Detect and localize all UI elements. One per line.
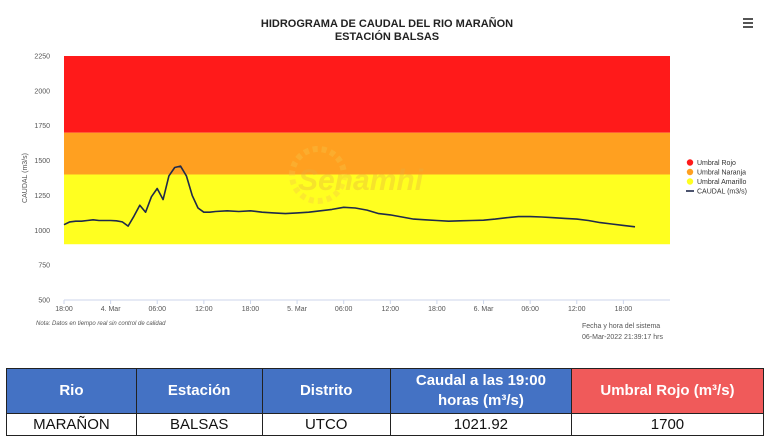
senamhi-watermark: Senamhi — [289, 146, 424, 204]
header-estacion: Estación — [135, 368, 263, 414]
x-tick-label: 06:00 — [148, 306, 166, 313]
header-umbral-rojo: Umbral Rojo (m³/s) — [570, 368, 765, 414]
x-tick-label: 6. Mar — [474, 306, 495, 313]
header-caudal: Caudal a las 19:00 horas (m³/s) — [389, 368, 572, 414]
x-tick-label: 12:00 — [195, 306, 213, 313]
legend-item[interactable]: Umbral Naranja — [686, 168, 746, 177]
band-umbral-rojo — [64, 56, 670, 133]
table-header-row: Rio Estación Distrito Caudal a las 19:00… — [6, 368, 765, 414]
y-tick-label: 1750 — [34, 123, 50, 130]
quality-note: Nota: Datos en tiempo real sin control d… — [36, 321, 166, 327]
table-row: MARAÑON BALSAS UTCO 1021.92 1700 — [6, 413, 765, 436]
hamburger-menu-icon[interactable] — [740, 16, 756, 32]
y-tick-label: 1000 — [34, 228, 50, 235]
x-tick-label: 12:00 — [382, 306, 400, 313]
y-tick-label: 500 — [38, 298, 50, 305]
x-tick-label: 18:00 — [55, 306, 73, 313]
legend-marker — [686, 168, 694, 176]
x-tick-label: 4. Mar — [101, 306, 122, 313]
legend-label: Umbral Rojo — [697, 160, 736, 167]
x-tick-label: 18:00 — [615, 306, 633, 313]
cell-umbral-rojo: 1700 — [570, 413, 765, 436]
legend-label: Umbral Amarillo — [697, 179, 747, 186]
x-tick-label: 5. Mar — [287, 306, 308, 313]
cell-distrito: UTCO — [261, 413, 391, 436]
x-tick-label: 06:00 — [521, 306, 539, 313]
legend-marker — [686, 178, 694, 185]
station-info-table: Rio Estación Distrito Caudal a las 19:00… — [6, 368, 765, 436]
y-tick-label: 1500 — [34, 158, 50, 165]
timestamp-value: 06-Mar-2022 21:39:17 hrs — [582, 334, 663, 341]
series-layer — [63, 165, 636, 228]
header-rio: Rio — [6, 368, 137, 414]
cell-estacion: BALSAS — [135, 413, 263, 436]
timestamp-label: Fecha y hora del sistema — [582, 323, 660, 330]
legend-item[interactable]: CAUDAL (m3/s) — [686, 189, 747, 196]
x-tick-label: 18:00 — [428, 306, 446, 313]
legend-label: Umbral Naranja — [697, 170, 746, 177]
y-tick-label: 1250 — [34, 193, 50, 200]
x-tick-label: 06:00 — [335, 306, 353, 313]
watermark-text: Senamhi — [298, 164, 424, 197]
hydrograph-chart: Senamhi 500 750 1000 1250 1500 1750 2000 2250 18… — [22, 17, 747, 341]
x-tick-label: 12:00 — [568, 306, 586, 313]
cell-caudal: 1021.92 — [389, 413, 572, 436]
chart-subtitle: ESTACIÓN BALSAS — [335, 30, 439, 43]
y-tick-label: 750 — [38, 263, 50, 270]
chart-title: HIDROGRAMA DE CAUDAL DEL RIO MARAÑON — [261, 17, 513, 30]
legend-label: CAUDAL (m3/s) — [697, 189, 747, 196]
axes: 500 750 1000 1250 1500 1750 2000 2250 18:00 4. Ma… — [34, 54, 670, 313]
threshold-bands — [64, 56, 670, 245]
series-line-caudal — [63, 165, 636, 228]
legend-item[interactable]: Umbral Amarillo — [686, 178, 747, 186]
legend-marker — [686, 159, 694, 166]
y-tick-label: 2000 — [34, 88, 50, 95]
legend[interactable]: Umbral Rojo Umbral Naranja Umbral Amarillo… — [686, 159, 747, 196]
x-tick-label: 18:00 — [242, 306, 260, 313]
y-axis-label: CAUDAL (m3/s) — [22, 153, 29, 203]
band-umbral-naranja — [64, 132, 670, 175]
legend-item[interactable]: Umbral Rojo — [686, 159, 736, 167]
header-distrito: Distrito — [261, 368, 391, 414]
y-tick-label: 2250 — [34, 54, 50, 61]
cell-rio: MARAÑON — [6, 413, 137, 436]
